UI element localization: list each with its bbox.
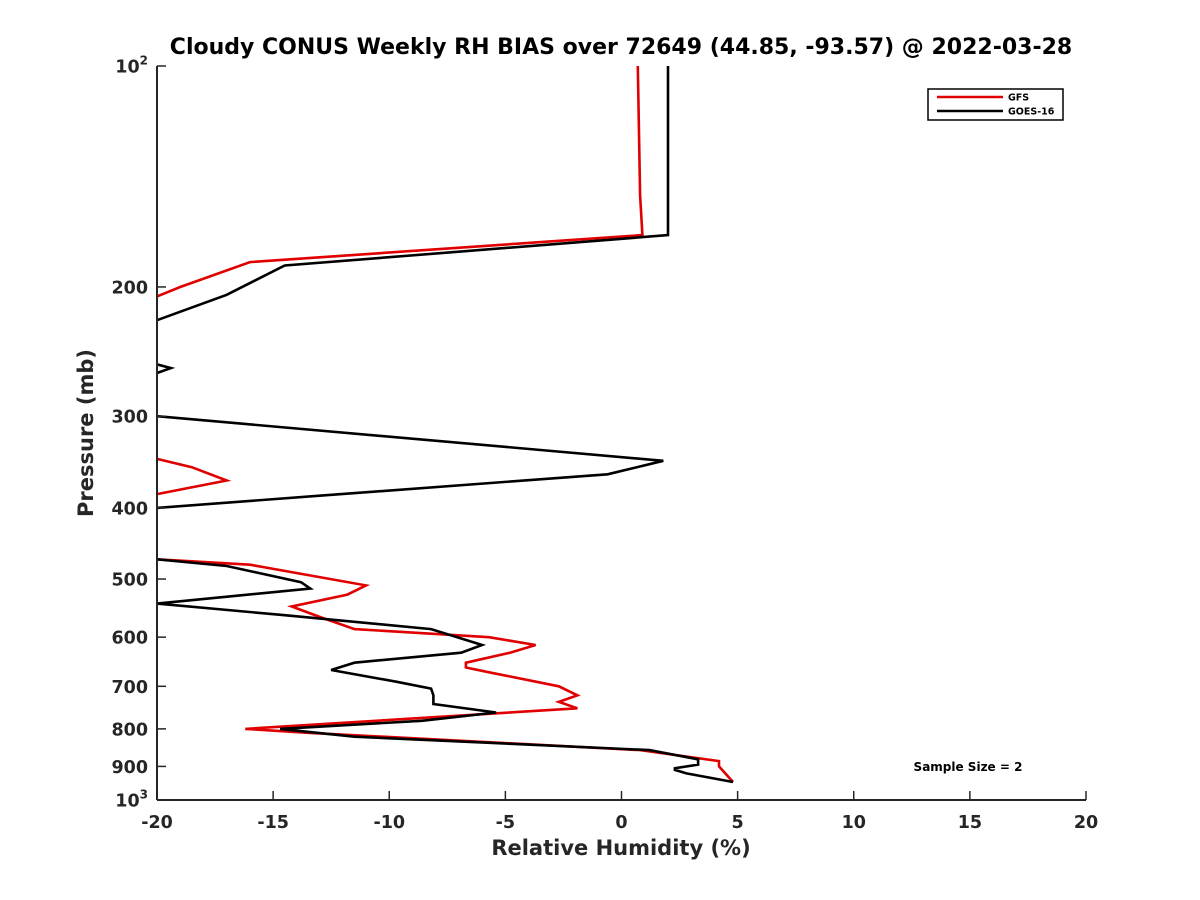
y-tick-label: 300: [111, 408, 148, 428]
x-axis-ticks: -20 -15 -10 -5 0 5 10 15 20: [141, 791, 1098, 833]
y-tick-label: 600: [111, 629, 148, 649]
y-tick-label: 900: [111, 758, 148, 778]
y-tick-label: 200: [111, 278, 148, 298]
series-line-goes16: [156, 558, 734, 784]
x-axis-label: Relative Humidity (%): [491, 836, 750, 860]
y-tick-label: 103: [115, 788, 148, 812]
x-tick-label: -20: [141, 813, 173, 833]
y-tick-label: 400: [111, 499, 148, 519]
x-tick-label: 10: [842, 813, 866, 833]
series-line-goes16: [156, 414, 664, 510]
series-line-goes16: [156, 66, 670, 322]
x-tick-label: -10: [373, 813, 405, 833]
plot-area: [156, 65, 734, 784]
y-tick-label: 800: [111, 720, 148, 740]
y-axis-ticks: 102 200 300 400 500 600 700 800 900 103: [111, 54, 166, 812]
series-line-gfs: [156, 558, 734, 783]
series-line-gfs: [156, 457, 232, 496]
legend: GFS GOES-16: [927, 88, 1064, 121]
x-tick-label: 20: [1074, 813, 1098, 833]
y-axis-label: Pressure (mb): [74, 349, 98, 517]
y-tick-label: 700: [111, 678, 148, 698]
x-tick-label: -5: [496, 813, 515, 833]
axes: [156, 66, 1086, 801]
y-tick-label: 500: [111, 571, 148, 591]
legend-box: [927, 88, 1064, 121]
y-tick-label: 102: [115, 54, 148, 78]
x-tick-label: 5: [732, 813, 744, 833]
x-tick-label: 15: [958, 813, 982, 833]
sample-size-annotation: Sample Size = 2: [914, 760, 1023, 774]
legend-label-gfs: GFS: [1008, 93, 1029, 104]
series-line-gfs: [156, 65, 644, 298]
legend-label-goes16: GOES-16: [1008, 107, 1055, 118]
x-tick-label: -15: [257, 813, 289, 833]
x-tick-label: 0: [615, 813, 627, 833]
series-line-goes16: [156, 363, 176, 375]
chart-title: Cloudy CONUS Weekly RH BIAS over 72649 (…: [170, 35, 1072, 60]
